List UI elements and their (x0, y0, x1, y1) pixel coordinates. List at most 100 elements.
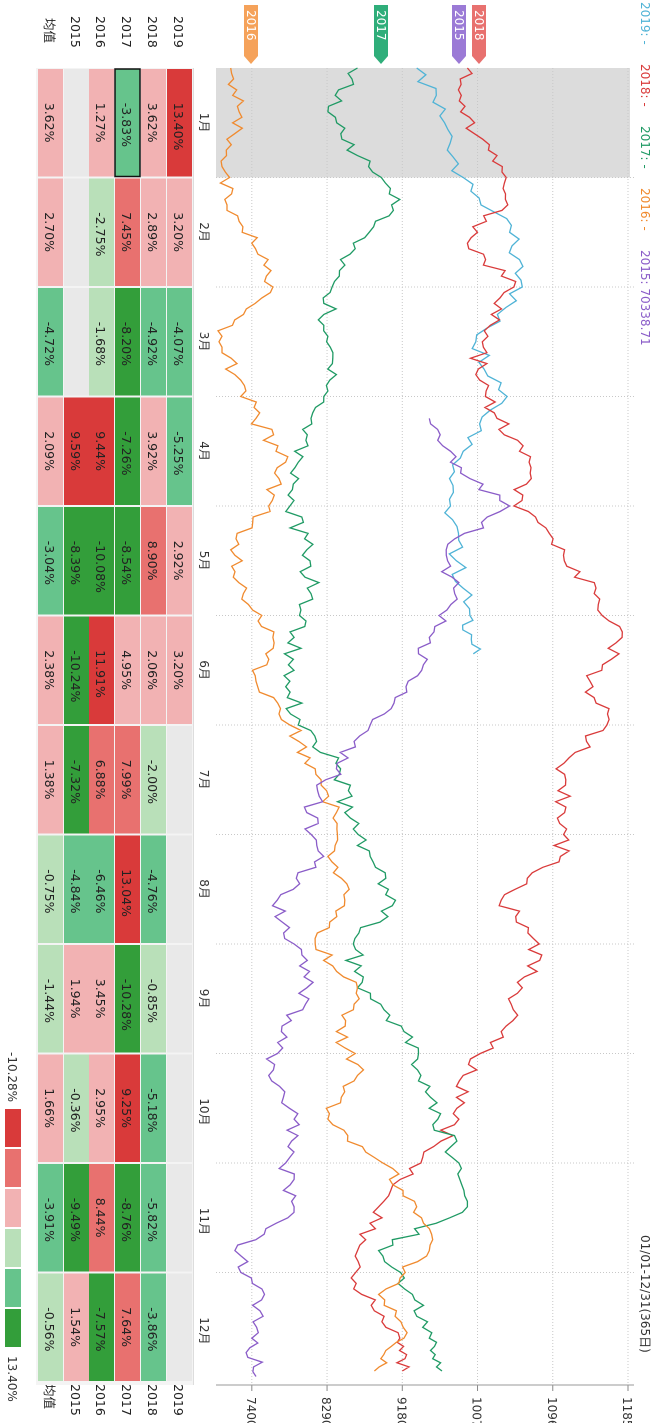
table-cell[interactable]: 8.90% (141, 507, 166, 615)
table-cell[interactable]: -8.76% (115, 1164, 140, 1272)
series-marker-2016[interactable]: 2016 (244, 5, 258, 64)
table-cell[interactable]: 1.94% (64, 945, 89, 1053)
table-cell[interactable]: 7.45% (115, 178, 140, 287)
table-cell[interactable]: -4.76% (141, 835, 166, 944)
table-cell[interactable] (167, 1054, 192, 1163)
table-cell[interactable]: 3.20% (167, 178, 192, 287)
table-cell[interactable]: -0.75% (38, 835, 63, 944)
table-cell[interactable]: 6.88% (89, 726, 114, 834)
table-cell[interactable]: 3.45% (89, 945, 114, 1053)
table-cell[interactable] (167, 835, 192, 944)
table-cell[interactable] (167, 1164, 192, 1272)
table-cell[interactable]: -3.04% (38, 507, 63, 615)
table-cell-value: -10.24% (68, 650, 83, 702)
value-tick-label: 118500 (620, 1397, 634, 1423)
table-cell[interactable]: -10.24% (64, 616, 89, 725)
table-cell[interactable]: -8.39% (64, 507, 89, 615)
table-cell[interactable]: 13.04% (115, 835, 140, 944)
table-cell[interactable]: 11.91% (89, 616, 114, 725)
table-cell-value: -9.49% (68, 1198, 83, 1242)
table-cell[interactable]: -3.83% (115, 69, 140, 177)
table-cell[interactable]: 2.89% (141, 178, 166, 287)
table-cell[interactable]: -3.91% (38, 1164, 63, 1272)
table-cell[interactable]: 7.99% (115, 726, 140, 834)
table-cell[interactable]: -10.08% (89, 507, 114, 615)
table-cell[interactable]: 2.38% (38, 616, 63, 725)
table-cell[interactable]: -2.00% (141, 726, 166, 834)
legend-item-2018[interactable]: 2018: - (638, 64, 652, 107)
table-cell[interactable]: -7.57% (89, 1273, 114, 1382)
table-cell[interactable]: -5.25% (167, 397, 192, 506)
legend-item-2017[interactable]: 2017: - (638, 126, 652, 169)
table-cell[interactable]: -5.82% (141, 1164, 166, 1272)
table-cell[interactable]: -2.75% (89, 178, 114, 287)
series-marker-2017[interactable]: 2017 (374, 5, 388, 64)
table-cell[interactable]: 13.40% (167, 69, 192, 177)
table-cell[interactable]: 9.59% (64, 397, 89, 506)
series-marker-label: 2018 (472, 10, 486, 41)
table-cell[interactable]: 9.25% (115, 1054, 140, 1163)
table-cell[interactable]: 8.44% (89, 1164, 114, 1272)
legend-item-2016[interactable]: 2016: - (638, 188, 652, 231)
table-cell-value: -7.57% (93, 1307, 108, 1351)
table-footer-year: 2016 (93, 1384, 108, 1416)
table-cell[interactable]: 3.62% (141, 69, 166, 177)
table-cell-value: 1.94% (68, 979, 83, 1019)
table-cell[interactable]: 1.38% (38, 726, 63, 834)
table-cell[interactable]: -9.49% (64, 1164, 89, 1272)
table-cell[interactable]: 1.27% (89, 69, 114, 177)
series-marker-2018[interactable]: 2018 (472, 5, 486, 64)
table-cell[interactable]: 3.20% (167, 616, 192, 725)
table-cell[interactable]: -3.86% (141, 1273, 166, 1382)
color-scale-swatch (5, 1269, 21, 1307)
table-cell[interactable]: -0.36% (64, 1054, 89, 1163)
table-cell[interactable]: -1.44% (38, 945, 63, 1053)
table-cell-value: -0.36% (68, 1088, 83, 1132)
table-cell[interactable]: -4.92% (141, 288, 166, 396)
table-cell[interactable]: 2.06% (141, 616, 166, 725)
table-cell[interactable]: 2.92% (167, 507, 192, 615)
table-cell-value: -8.76% (119, 1198, 134, 1242)
table-cell[interactable]: -4.72% (38, 288, 63, 396)
table-cell[interactable] (64, 69, 89, 177)
value-tick-label: 100700 (470, 1397, 484, 1423)
table-cell[interactable]: 9.44% (89, 397, 114, 506)
table-cell[interactable]: 2.09% (38, 397, 63, 506)
series-marker-label: 2015 (452, 10, 466, 41)
table-cell[interactable]: -5.18% (141, 1054, 166, 1163)
legend-item-2019[interactable]: 2019: - (638, 2, 652, 45)
table-cell[interactable]: 1.66% (38, 1054, 63, 1163)
table-cell[interactable] (167, 945, 192, 1053)
table-cell[interactable]: -6.46% (89, 835, 114, 944)
table-cell-value: 2.95% (93, 1088, 108, 1128)
table-cell[interactable]: -8.54% (115, 507, 140, 615)
table-cell-value: 7.99% (119, 760, 134, 800)
series-marker-2015[interactable]: 2015 (452, 5, 466, 64)
table-cell[interactable]: -0.56% (38, 1273, 63, 1382)
table-cell[interactable]: -1.68% (89, 288, 114, 396)
table-cell[interactable]: 7.64% (115, 1273, 140, 1382)
table-cell[interactable]: -10.28% (115, 945, 140, 1053)
table-cell[interactable]: 2.95% (89, 1054, 114, 1163)
table-cell[interactable]: -7.26% (115, 397, 140, 506)
table-cell[interactable] (167, 1273, 192, 1382)
table-cell[interactable] (64, 288, 89, 396)
legend-item-2015[interactable]: 2015: 70338.71 (638, 250, 652, 346)
table-cell[interactable]: -7.32% (64, 726, 89, 834)
table-cell-value: 4.95% (119, 650, 134, 690)
table-cell[interactable]: -4.07% (167, 288, 192, 396)
scale-max-label: 13.40% (5, 1356, 19, 1402)
series-line-2016 (216, 67, 434, 1372)
table-cell[interactable]: 2.70% (38, 178, 63, 287)
table-cell[interactable]: -8.20% (115, 288, 140, 396)
value-tick-label: 82900 (319, 1397, 333, 1423)
table-cell-value: 13.40% (171, 103, 186, 151)
table-cell[interactable]: -0.85% (141, 945, 166, 1053)
table-cell[interactable] (167, 726, 192, 834)
table-cell[interactable]: -4.84% (64, 835, 89, 944)
table-cell[interactable]: 3.62% (38, 69, 63, 177)
table-cell[interactable]: 4.95% (115, 616, 140, 725)
table-cell[interactable] (64, 178, 89, 287)
table-cell[interactable]: 1.54% (64, 1273, 89, 1382)
table-cell[interactable]: 3.92% (141, 397, 166, 506)
